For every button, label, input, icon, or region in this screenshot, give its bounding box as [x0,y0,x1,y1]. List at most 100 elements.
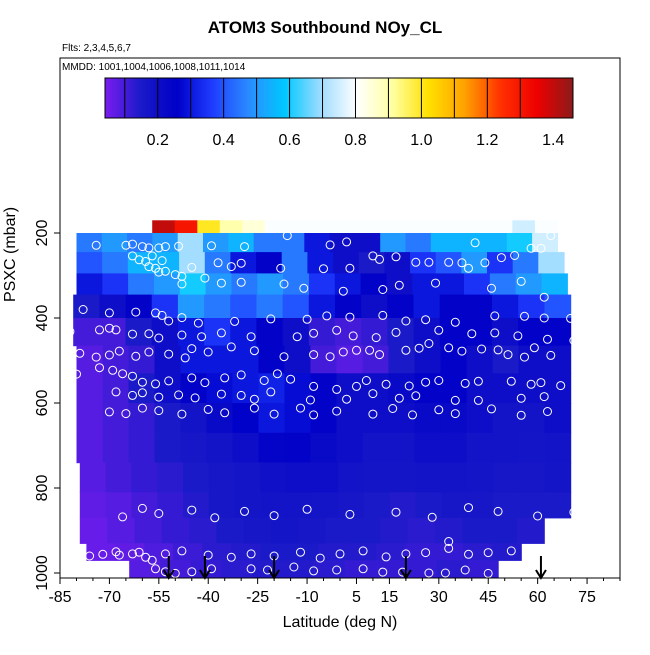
sample-point [569,336,579,345]
sample-point [226,262,236,272]
sample-point [391,252,401,262]
heatmap-cell [544,432,572,464]
heatmap-cell [441,462,468,493]
heatmap-cell [363,492,391,519]
heatmap-cell [465,318,493,347]
sample-point [187,567,197,577]
heatmap-cell [362,432,390,464]
sample-point [282,231,292,241]
sample-point [309,566,319,576]
sample-point [513,331,523,341]
heatmap-cell [415,492,442,519]
heatmap-cell [389,492,417,519]
heatmap-cell [190,560,222,578]
heatmap-cell [180,432,208,464]
heatmap-cell [489,517,518,544]
sample-point [332,325,342,335]
sample-point [510,251,520,260]
sample-point [121,409,131,419]
sample-point [460,378,470,388]
heatmap-cell [260,462,287,493]
sample-point [62,240,72,250]
sample-point [154,406,164,416]
heatmap-cell [544,492,572,519]
heatmap-cell [386,273,413,296]
heatmap-cell [336,403,364,434]
heatmap-cell [154,432,182,464]
heatmap-cell [256,252,283,274]
colorbar-tick-label: 1.4 [542,132,564,149]
heatmap-cell [309,220,333,234]
sample-point [203,550,213,560]
sample-point [216,278,226,288]
sample-point [78,305,88,314]
sample-point [309,410,319,420]
sample-point [154,267,164,277]
sample-point [147,251,157,261]
heatmap-cell [405,233,432,253]
heatmap-cell [465,294,493,319]
sample-point [137,503,147,513]
sample-point [381,552,391,562]
heatmap-cell [76,233,103,253]
sample-point [319,264,328,274]
sample-point [128,329,137,339]
sample-point [216,389,226,399]
heatmap-cell [102,373,130,404]
sample-point [137,388,147,398]
sample-point [375,350,384,360]
sample-point [154,243,164,253]
sample-point [65,327,75,337]
heatmap-cell [462,517,491,544]
heatmap-cell [219,220,243,234]
sample-point [272,369,282,379]
y-tick-label: 1000 [34,555,51,591]
sample-point [506,376,516,386]
sample-point [358,546,368,556]
heatmap-cell [493,462,520,493]
heatmap-cell [415,462,442,493]
heatmap-cell [334,273,362,296]
heatmap-cell [258,403,286,434]
sample-point [464,549,473,559]
heatmap-cell [76,403,104,434]
sample-point [65,513,75,523]
heatmap-cell [183,462,210,493]
heatmap-cell [177,233,204,253]
sample-point [352,381,361,391]
sample-point [131,351,141,361]
sample-point [203,404,213,414]
sample-point [543,334,552,344]
heatmap-cell [439,318,467,347]
colorbar-tick-label: 0.6 [278,132,300,149]
heatmap-cell [516,517,545,544]
sample-point [216,328,226,338]
x-axis-label: Latitude (deg N) [282,614,398,631]
x-tick-label: -25 [246,589,269,606]
x-tick-label: 60 [529,589,547,606]
heatmap-cell [128,432,156,464]
sample-point [460,565,470,575]
heatmap-cell [380,517,409,544]
heatmap-cell [101,233,128,253]
x-tick-label: 15 [381,589,399,606]
heatmap-cell [125,318,153,347]
sample-point [151,308,160,318]
heatmap-cell [335,294,362,319]
flights-annotation: Flts: 2,3,4,5,6,7 [62,43,131,54]
heatmap-cell [336,432,364,464]
heatmap-cell [279,233,305,253]
heatmap-cell [234,492,262,519]
sample-point [322,311,332,321]
heatmap-cell [335,318,362,347]
heatmap-cell [440,432,468,464]
sample-point [210,513,220,523]
sample-point [315,553,325,563]
sample-point [381,379,391,389]
heatmap-cell [154,403,182,434]
sample-point [444,543,454,553]
heatmap-cell [128,403,156,434]
heatmap-cell [492,403,520,434]
sample-point [467,329,477,339]
